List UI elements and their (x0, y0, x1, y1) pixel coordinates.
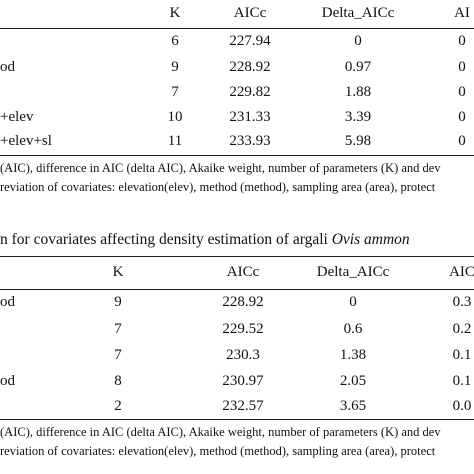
table-cell: 7 (114, 321, 122, 337)
table-cell: 0 (458, 59, 466, 75)
column-header: Delta_AICc (316, 264, 390, 280)
table-cell: 5.98 (344, 133, 372, 149)
table-note: (AIC), difference in AIC (delta AIC), Ak… (0, 161, 441, 175)
table-cell: 11 (167, 133, 183, 149)
table-rule (0, 28, 474, 29)
table-cell: 10 (167, 109, 183, 125)
table-rule (0, 256, 474, 257)
table-note: reviation of covariates: elevation(elev)… (0, 180, 436, 194)
table-cell: 7 (171, 84, 179, 100)
column-header: AICc (226, 264, 260, 280)
table-cell: 232.57 (222, 398, 264, 414)
table-cell: 0 (354, 33, 362, 49)
table-cell: 0.1 (452, 347, 472, 363)
table-cell: 3.65 (339, 398, 367, 414)
table-cell: 8 (114, 373, 122, 389)
table-cell: 0.3 (452, 294, 472, 310)
table-cell: 0 (458, 109, 466, 125)
column-header: K (169, 5, 181, 21)
table-cell: 0.2 (452, 321, 472, 337)
table-cell: 6 (171, 33, 179, 49)
row-label: od (0, 373, 15, 389)
table-cell: 228.92 (222, 294, 264, 310)
table-rule (0, 419, 474, 420)
table-cell: 3.39 (344, 109, 372, 125)
table-cell: 229.52 (222, 321, 264, 337)
table-cell: 0.97 (344, 59, 372, 75)
table-cell: 229.82 (229, 84, 271, 100)
row-label: od (0, 59, 15, 75)
table-cell: 228.92 (229, 59, 271, 75)
column-header: AIC (449, 264, 474, 280)
table-cell: 9 (171, 59, 179, 75)
table-cell: 230.3 (226, 347, 260, 363)
table-cell: 1.88 (344, 84, 372, 100)
table-cell: 9 (114, 294, 122, 310)
table-cell: 2.05 (339, 373, 367, 389)
table-cell: 230.97 (222, 373, 264, 389)
table-cell: 0 (458, 84, 466, 100)
table-cell: 7 (114, 347, 122, 363)
column-header: AI (454, 5, 470, 21)
table-caption: n for covariates affecting density estim… (0, 231, 410, 248)
table-cell: 0.6 (343, 321, 363, 337)
row-label: od (0, 294, 15, 310)
table-cell: 0 (349, 294, 357, 310)
table-rule (0, 155, 474, 156)
table-cell: 0.1 (452, 373, 472, 389)
table-note: (AIC), difference in AIC (delta AIC), Ak… (0, 425, 441, 439)
table-cell: 0 (458, 33, 466, 49)
table-cell: 0.0 (452, 398, 472, 414)
column-header: K (112, 264, 124, 280)
table-cell: 231.33 (229, 109, 271, 125)
column-header: Delta_AICc (321, 5, 395, 21)
table-cell: 227.94 (229, 33, 271, 49)
row-label: +elev+sl (0, 133, 52, 149)
row-label: +elev (0, 109, 34, 125)
column-header: AICc (233, 5, 267, 21)
table-rule (0, 289, 474, 290)
table-cell: 0 (458, 133, 466, 149)
table-cell: 2 (114, 398, 122, 414)
table-note: reviation of covariates: elevation(elev)… (0, 444, 436, 458)
species-name: Ovis ammon (327, 231, 410, 248)
table-cell: 1.38 (339, 347, 367, 363)
table-cell: 233.93 (229, 133, 271, 149)
